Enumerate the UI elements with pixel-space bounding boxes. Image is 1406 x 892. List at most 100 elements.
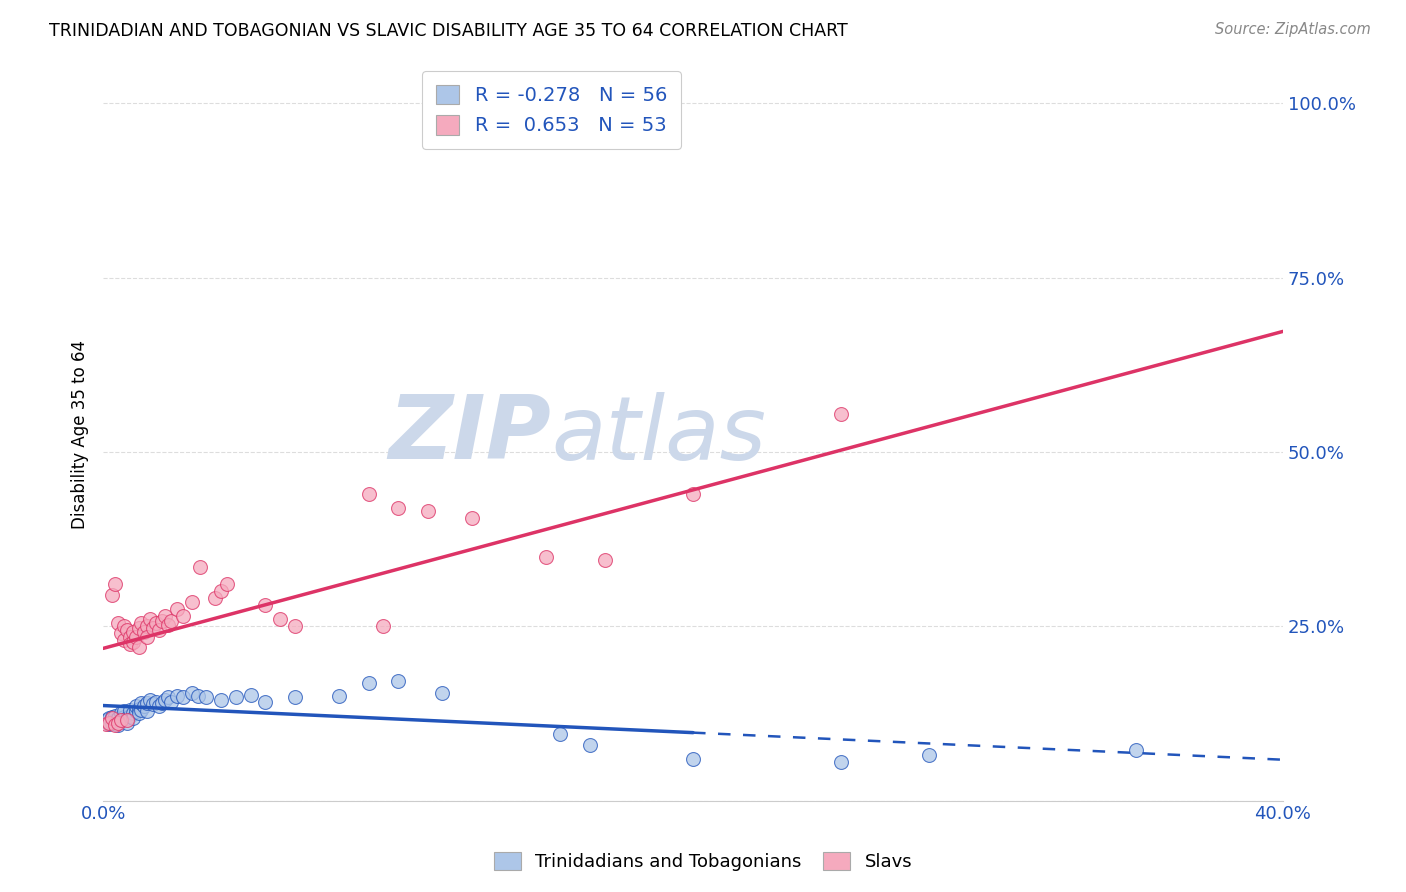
Point: [373, 619, 395, 633]
Point: [121, 624, 143, 639]
Point: [215, 577, 238, 591]
Point: [172, 690, 194, 705]
Point: [107, 718, 129, 732]
Point: [160, 614, 183, 628]
Point: [104, 708, 127, 723]
Point: [328, 689, 350, 703]
Point: [142, 698, 165, 712]
Point: [593, 553, 616, 567]
Point: [186, 689, 208, 703]
Point: [124, 699, 146, 714]
Point: [139, 612, 162, 626]
Text: atlas: atlas: [551, 392, 766, 477]
Point: [682, 752, 704, 766]
Point: [110, 706, 132, 721]
Point: [461, 511, 484, 525]
Point: [110, 714, 132, 728]
Point: [157, 618, 180, 632]
Point: [118, 630, 141, 644]
Point: [124, 630, 146, 644]
Point: [172, 608, 194, 623]
Point: [107, 615, 129, 630]
Point: [1125, 743, 1147, 757]
Text: TRINIDADIAN AND TOBAGONIAN VS SLAVIC DISABILITY AGE 35 TO 64 CORRELATION CHART: TRINIDADIAN AND TOBAGONIAN VS SLAVIC DIS…: [49, 22, 848, 40]
Point: [166, 689, 188, 703]
Point: [118, 708, 141, 723]
Point: [110, 714, 132, 728]
Point: [284, 619, 307, 633]
Legend: Trinidadians and Tobagonians, Slavs: Trinidadians and Tobagonians, Slavs: [486, 845, 920, 879]
Point: [153, 608, 176, 623]
Point: [124, 705, 146, 719]
Point: [118, 703, 141, 717]
Point: [157, 690, 180, 705]
Point: [121, 634, 143, 648]
Point: [550, 727, 572, 741]
Point: [94, 717, 117, 731]
Point: [110, 626, 132, 640]
Point: [128, 706, 150, 721]
Point: [432, 685, 454, 699]
Point: [534, 549, 557, 564]
Point: [148, 699, 170, 714]
Text: ZIP: ZIP: [388, 391, 551, 478]
Text: Source: ZipAtlas.com: Source: ZipAtlas.com: [1215, 22, 1371, 37]
Point: [269, 612, 291, 626]
Point: [209, 692, 232, 706]
Point: [180, 595, 202, 609]
Point: [136, 696, 159, 710]
Point: [387, 500, 409, 515]
Point: [104, 714, 127, 728]
Point: [107, 715, 129, 730]
Point: [254, 599, 277, 613]
Point: [139, 692, 162, 706]
Point: [357, 676, 380, 690]
Point: [128, 701, 150, 715]
Point: [131, 703, 153, 717]
Point: [387, 673, 409, 688]
Point: [225, 690, 247, 705]
Point: [131, 615, 153, 630]
Point: [136, 619, 159, 633]
Point: [284, 690, 307, 705]
Point: [104, 718, 127, 732]
Point: [579, 738, 602, 752]
Point: [209, 584, 232, 599]
Point: [830, 756, 852, 770]
Point: [160, 695, 183, 709]
Point: [101, 715, 124, 730]
Point: [112, 710, 135, 724]
Point: [145, 695, 167, 709]
Point: [128, 640, 150, 655]
Point: [107, 711, 129, 725]
Point: [104, 577, 127, 591]
Point: [115, 715, 138, 730]
Point: [150, 614, 173, 628]
Point: [153, 692, 176, 706]
Point: [136, 630, 159, 644]
Point: [115, 711, 138, 725]
Point: [918, 748, 941, 763]
Point: [112, 633, 135, 648]
Point: [416, 504, 439, 518]
Point: [190, 560, 212, 574]
Point: [166, 602, 188, 616]
Point: [98, 715, 121, 730]
Point: [134, 699, 156, 714]
Point: [94, 714, 117, 728]
Point: [112, 619, 135, 633]
Point: [98, 717, 121, 731]
Point: [134, 624, 156, 639]
Point: [150, 696, 173, 710]
Point: [101, 588, 124, 602]
Point: [121, 711, 143, 725]
Point: [145, 615, 167, 630]
Point: [682, 487, 704, 501]
Point: [131, 696, 153, 710]
Point: [128, 621, 150, 635]
Point: [98, 711, 121, 725]
Point: [101, 710, 124, 724]
Point: [254, 695, 277, 709]
Point: [115, 623, 138, 637]
Point: [136, 705, 159, 719]
